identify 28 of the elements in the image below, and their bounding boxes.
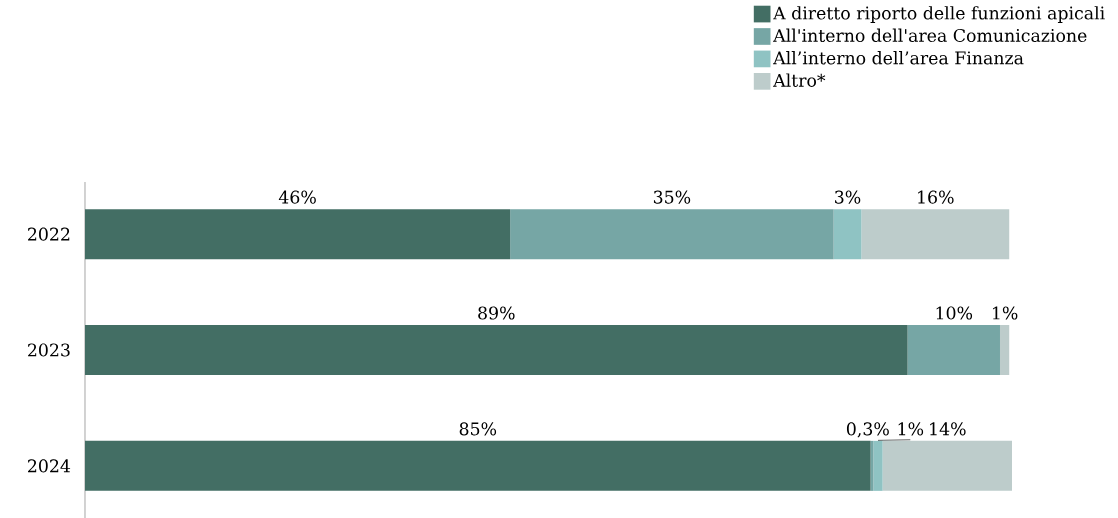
bar — [882, 440, 1012, 491]
bar — [907, 324, 1000, 375]
y-tick-label: 2022 — [28, 227, 70, 241]
y-tick-label: 2024 — [28, 459, 71, 473]
data-label: 16% — [918, 190, 954, 204]
bar — [873, 440, 883, 491]
data-label: 1% — [992, 306, 1018, 320]
bar — [861, 209, 1010, 260]
data-label: 14% — [930, 422, 966, 436]
data-label: 3% — [835, 190, 861, 204]
data-label: 89% — [478, 306, 515, 320]
y-tick-label: 2023 — [28, 343, 70, 357]
bar — [510, 209, 834, 260]
bar — [833, 209, 862, 260]
data-label: 10% — [936, 306, 973, 320]
data-label: 85% — [459, 422, 497, 436]
data-label: 0,3% — [846, 422, 889, 438]
data-label: 1% — [898, 422, 924, 436]
bar — [85, 324, 908, 375]
bar — [999, 324, 1010, 375]
legend-label: A diretto riporto delle funzioni apicali — [773, 6, 1105, 23]
bar — [85, 209, 511, 260]
data-label: 46% — [278, 190, 316, 204]
legend-label: All'interno dell'area Comunicazione — [773, 28, 1087, 42]
legend-label: Altro* — [773, 73, 826, 87]
bar — [85, 440, 871, 491]
legend-label: All’interno dell’area Finanza — [773, 50, 1024, 65]
data-label: 35% — [653, 190, 691, 204]
